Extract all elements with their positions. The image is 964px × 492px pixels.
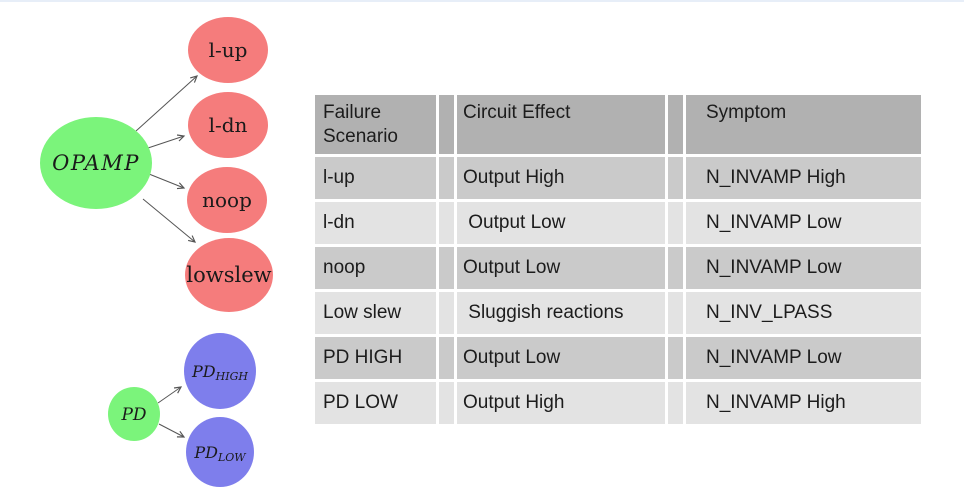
- table-header-row: Failure Scenario Circuit Effect Symptom: [315, 95, 921, 154]
- cell-symptom: N_INVAMP High: [686, 157, 921, 199]
- cell-spacer: [439, 292, 454, 334]
- node-ldn: [188, 92, 268, 158]
- edge-opamp-lowslew-arrow: [142, 198, 197, 243]
- table-row: l-up Output High N_INVAMP High: [315, 157, 921, 199]
- header-spacer-1: [439, 95, 454, 154]
- edge-opamp-ldn-arrow: [147, 134, 186, 149]
- failure-mode-diagram: OPAMP l-up l-dn noop lowslew PD PDHIGH P…: [40, 17, 273, 487]
- edge-opamp-lup-arrow: [135, 75, 198, 132]
- node-noop: [187, 167, 267, 233]
- header-symptom: Symptom: [686, 95, 921, 154]
- node-opamp-label: OPAMP: [52, 151, 140, 175]
- cell-effect: Output High: [457, 157, 665, 199]
- cell-scenario: PD LOW: [315, 382, 436, 424]
- cell-scenario: noop: [315, 247, 436, 289]
- failure-scenario-table: Failure Scenario Circuit Effect Symptom …: [312, 92, 924, 427]
- table-row: PD HIGH Output Low N_INVAMP Low: [315, 337, 921, 379]
- cell-symptom: N_INVAMP Low: [686, 337, 921, 379]
- cell-spacer: [439, 382, 454, 424]
- node-lup: [188, 17, 268, 83]
- cell-spacer: [439, 337, 454, 379]
- node-pdlow-label: PDLOW: [193, 443, 247, 464]
- cell-spacer: [668, 157, 683, 199]
- top-border-line: [0, 0, 964, 2]
- node-pdlow-label-sub: LOW: [217, 451, 247, 464]
- node-pdhigh-label-sub: HIGH: [215, 370, 249, 383]
- node-pdlow-label-main: PD: [193, 443, 218, 462]
- cell-effect: Output Low: [457, 247, 665, 289]
- cell-spacer: [439, 247, 454, 289]
- cell-symptom: N_INVAMP High: [686, 382, 921, 424]
- cell-spacer: [439, 202, 454, 244]
- cell-effect: Output Low: [457, 337, 665, 379]
- table-row: PD LOW Output High N_INVAMP High: [315, 382, 921, 424]
- node-lowslew-label: lowslew: [186, 263, 271, 287]
- table-row: l-dn Output Low N_INVAMP Low: [315, 202, 921, 244]
- edge-pd-pdhigh-arrow: [157, 386, 183, 404]
- table-row: noop Output Low N_INVAMP Low: [315, 247, 921, 289]
- opamp-edges: [135, 75, 198, 243]
- node-opamp: [40, 117, 152, 209]
- cell-scenario: PD HIGH: [315, 337, 436, 379]
- cell-symptom: N_INVAMP Low: [686, 202, 921, 244]
- header-spacer-2: [668, 95, 683, 154]
- node-pd-label: PD: [120, 405, 146, 425]
- cell-spacer: [668, 292, 683, 334]
- table-row: Low slew Sluggish reactions N_INV_LPASS: [315, 292, 921, 334]
- cell-effect: Sluggish reactions: [457, 292, 665, 334]
- edge-pd-pdlow-arrow: [158, 423, 186, 438]
- node-pdhigh: [184, 333, 256, 409]
- cell-symptom: N_INVAMP Low: [686, 247, 921, 289]
- cell-spacer: [439, 157, 454, 199]
- cell-scenario: Low slew: [315, 292, 436, 334]
- cell-effect: Output High: [457, 382, 665, 424]
- node-pdhigh-label: PDHIGH: [191, 362, 248, 383]
- pd-edges: [157, 386, 186, 438]
- node-lowslew: [185, 238, 273, 312]
- node-pd: [108, 387, 160, 441]
- node-pdhigh-label-main: PD: [191, 362, 216, 381]
- cell-scenario: l-dn: [315, 202, 436, 244]
- cell-spacer: [668, 337, 683, 379]
- node-lup-label: l-up: [209, 38, 248, 62]
- node-pdlow: [186, 417, 254, 487]
- cell-spacer: [668, 202, 683, 244]
- cell-spacer: [668, 382, 683, 424]
- cell-symptom: N_INV_LPASS: [686, 292, 921, 334]
- header-failure-scenario: Failure Scenario: [315, 95, 436, 154]
- cell-scenario: l-up: [315, 157, 436, 199]
- node-noop-label: noop: [202, 188, 252, 212]
- cell-spacer: [668, 247, 683, 289]
- header-circuit-effect: Circuit Effect: [457, 95, 665, 154]
- node-ldn-label: l-dn: [209, 113, 248, 137]
- edge-opamp-noop-arrow: [148, 173, 186, 190]
- cell-effect: Output Low: [457, 202, 665, 244]
